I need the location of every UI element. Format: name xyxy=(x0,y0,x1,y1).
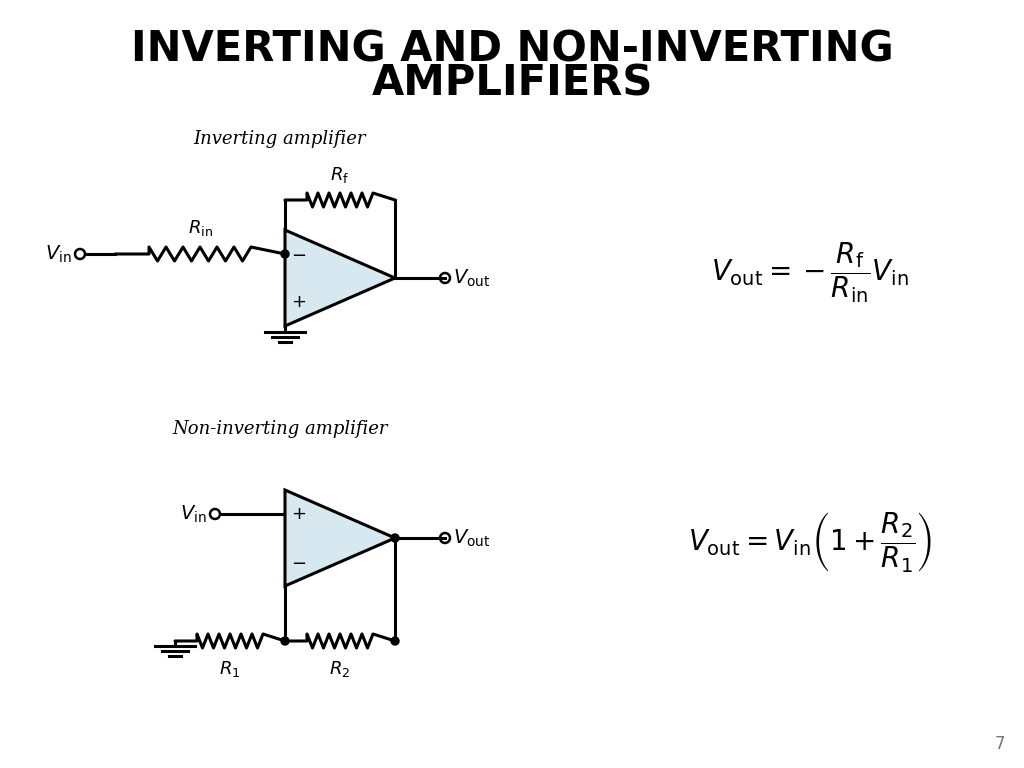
Text: Non-inverting amplifier: Non-inverting amplifier xyxy=(172,420,388,438)
Text: $-$: $-$ xyxy=(292,245,306,263)
Text: $V_{\mathrm{out}}$: $V_{\mathrm{out}}$ xyxy=(453,528,490,548)
Circle shape xyxy=(281,637,289,645)
Text: $R_{\mathrm{f}}$: $R_{\mathrm{f}}$ xyxy=(331,165,349,185)
Text: AMPLIFIERS: AMPLIFIERS xyxy=(372,63,652,105)
Text: $V_{\mathrm{in}}$: $V_{\mathrm{in}}$ xyxy=(180,503,207,525)
Text: $+$: $+$ xyxy=(292,505,306,523)
Text: $R_1$: $R_1$ xyxy=(219,659,241,679)
Text: 7: 7 xyxy=(994,735,1005,753)
Circle shape xyxy=(391,534,399,542)
Text: $+$: $+$ xyxy=(292,293,306,311)
Text: $V_{\mathrm{in}}$: $V_{\mathrm{in}}$ xyxy=(45,243,72,265)
Polygon shape xyxy=(285,230,395,326)
Circle shape xyxy=(391,637,399,645)
Text: $-$: $-$ xyxy=(292,553,306,571)
Text: INVERTING AND NON-INVERTING: INVERTING AND NON-INVERTING xyxy=(131,28,893,70)
Text: $R_2$: $R_2$ xyxy=(330,659,350,679)
Polygon shape xyxy=(285,490,395,586)
Text: $V_{\mathrm{out}}$: $V_{\mathrm{out}}$ xyxy=(453,267,490,289)
Circle shape xyxy=(281,250,289,258)
Text: $R_{\mathrm{in}}$: $R_{\mathrm{in}}$ xyxy=(187,218,213,238)
Text: Inverting amplifier: Inverting amplifier xyxy=(194,130,367,148)
Text: $V_{\mathrm{out}} = -\dfrac{R_{\mathrm{f}}}{R_{\mathrm{in}}}V_{\mathrm{in}}$: $V_{\mathrm{out}} = -\dfrac{R_{\mathrm{f… xyxy=(711,241,909,305)
Text: $V_{\mathrm{out}} = V_{\mathrm{in}}\left(1 + \dfrac{R_2}{R_1}\right)$: $V_{\mathrm{out}} = V_{\mathrm{in}}\left… xyxy=(688,511,932,575)
